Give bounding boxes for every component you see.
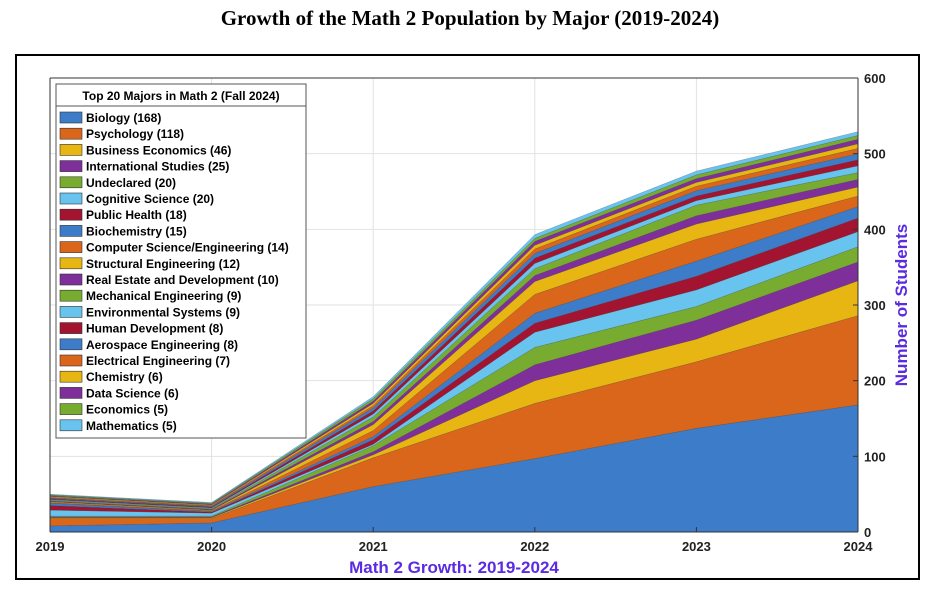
y-tick-label: 600 [864, 71, 886, 86]
legend-swatch [59, 241, 83, 253]
y-tick-label: 0 [864, 525, 871, 540]
legend-swatch [59, 176, 83, 189]
legend-entry: Economics (5) [86, 403, 168, 417]
x-tick-label: 2019 [36, 539, 65, 554]
legend-entry: Business Economics (46) [86, 143, 231, 157]
legend-entry: Computer Science/Engineering (14) [86, 241, 289, 255]
legend-swatch [59, 225, 83, 237]
legend-entry: Aerospace Engineering (8) [86, 338, 238, 352]
legend-entry: Cognitive Science (20) [86, 192, 214, 206]
legend-entry: Environmental Systems (9) [86, 305, 240, 319]
legend-swatch [59, 403, 83, 415]
legend-entry: Public Health (18) [86, 208, 187, 222]
legend-entry: Electrical Engineering (7) [86, 354, 230, 368]
legend-entry: Mechanical Engineering (9) [86, 289, 241, 303]
legend-swatch [59, 370, 83, 383]
x-tick-label: 2021 [359, 539, 388, 554]
legend-entry: International Studies (25) [86, 160, 229, 174]
legend-swatch [59, 111, 83, 124]
y-tick-label: 500 [864, 147, 886, 162]
x-tick-label: 2024 [844, 539, 874, 554]
x-tick-label: 2020 [197, 539, 226, 554]
legend-box [55, 83, 307, 439]
legend-title: Top 20 Majors in Math 2 (Fall 2024) [82, 89, 279, 103]
legend-swatch [59, 273, 83, 286]
x-tick-label: 2022 [520, 539, 549, 554]
legend-swatch [59, 208, 83, 221]
legend-swatch [59, 322, 83, 334]
legend-swatch [59, 338, 83, 351]
legend-entry: Human Development (8) [86, 322, 223, 336]
legend-swatch [59, 306, 83, 318]
legend-swatch [59, 192, 83, 205]
legend-entry: Psychology (118) [86, 127, 184, 141]
legend-entry: Chemistry (6) [86, 370, 163, 384]
legend-entry: Structural Engineering (12) [86, 257, 240, 271]
legend-entry: Undeclared (20) [86, 176, 176, 190]
y-axis-label: Number of Students [892, 224, 911, 386]
legend-swatch [59, 354, 83, 367]
legend-entry: Mathematics (5) [86, 419, 177, 433]
legend-swatch [59, 419, 83, 432]
legend-entry: Data Science (6) [86, 386, 179, 400]
y-tick-label: 400 [864, 222, 886, 237]
legend-swatch [59, 160, 83, 172]
y-tick-label: 100 [864, 449, 886, 464]
chart-frame [15, 54, 920, 580]
legend-swatch [59, 289, 83, 302]
legend-entry: Real Estate and Development (10) [86, 273, 279, 287]
legend-entry: Biology (168) [86, 111, 161, 125]
legend-swatch [59, 127, 83, 140]
x-axis-label: Math 2 Growth: 2019-2024 [349, 558, 559, 577]
legend-entry: Biochemistry (15) [86, 224, 187, 238]
x-tick-label: 2023 [682, 539, 711, 554]
y-tick-label: 200 [864, 374, 886, 389]
legend-swatch [59, 144, 83, 156]
legend-swatch [59, 387, 83, 399]
y-tick-label: 300 [864, 298, 886, 313]
chart-title: Growth of the Math 2 Population by Major… [220, 6, 720, 30]
legend-swatch [59, 257, 83, 270]
